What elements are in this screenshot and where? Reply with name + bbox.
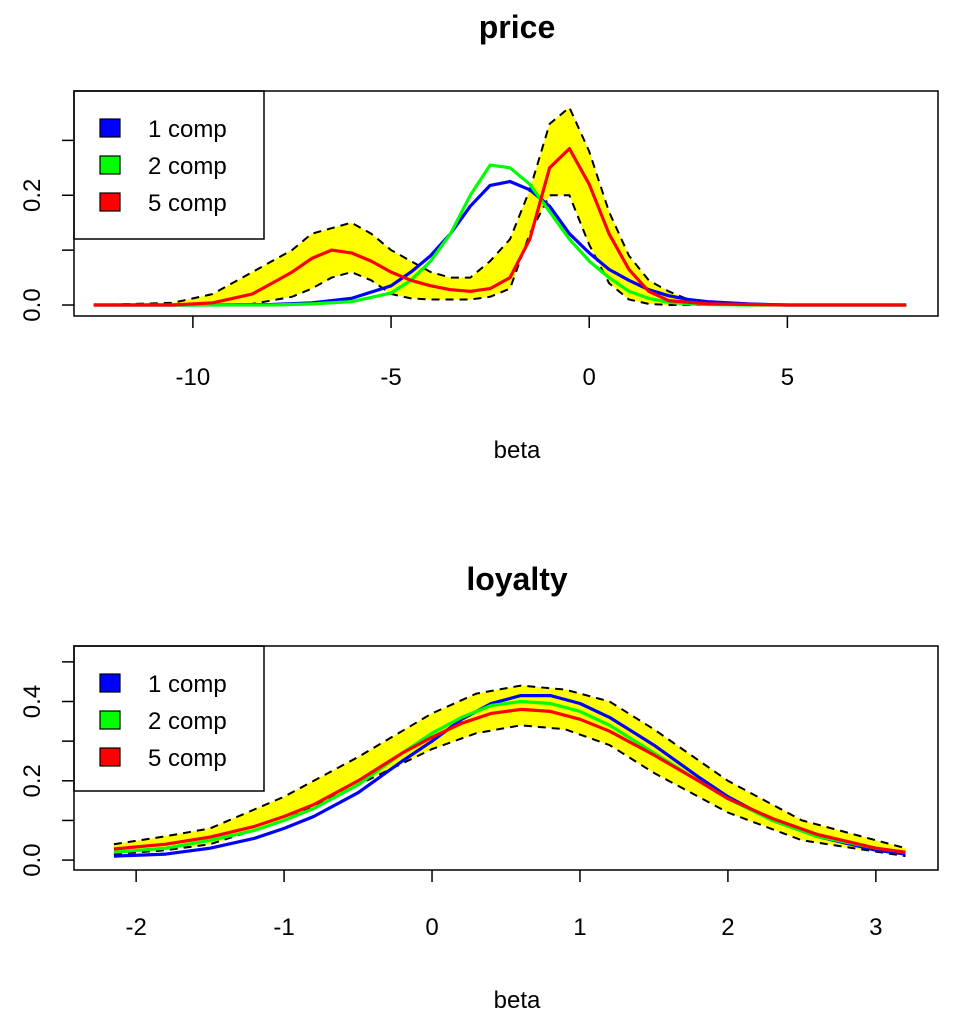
series-line-1-comp [93,179,907,307]
x-tick-label: 5 [781,364,794,391]
legend-label: 5 comp [148,190,227,217]
legend-swatch [99,118,121,138]
x-tick-label: 1 [573,914,586,941]
band-lower-bound [93,194,907,306]
x-tick-label: -10 [176,364,211,391]
legend-swatch [99,747,121,767]
x-axis-label: beta [494,987,541,1014]
legend-swatch [99,673,121,693]
plot-frame [73,645,939,871]
legend-swatch [99,155,121,175]
legend-label: 1 comp [148,116,227,143]
x-tick-label: 2 [721,914,734,941]
legend: 1 comp 2 comp 5 comp [73,645,265,792]
confidence-band [93,107,907,305]
band-upper-bound [93,105,907,306]
price-panel: price beta 1 comp 2 comp 5 comp -10 -5 0 5 0.0 0… [19,9,939,464]
x-tick-label: -2 [125,914,146,941]
y-tick-label: 0.2 [19,179,46,212]
chart-title: loyalty [466,561,568,597]
x-axis-label: beta [494,437,541,464]
series-line-5-comp [93,147,907,307]
legend-label: 2 comp [148,153,227,180]
chart-title: price [479,9,555,45]
y-tick-label: 0.4 [19,685,46,718]
y-tick-label: 0.2 [19,764,46,797]
plot-frame [73,90,939,317]
band-lower-bound [113,724,906,858]
legend: 1 comp 2 comp 5 comp [73,90,265,240]
legend-swatch [99,192,121,212]
legend-swatch [99,710,121,730]
legend-label: 5 comp [148,745,227,772]
legend-label: 2 comp [148,708,227,735]
y-tick-label: 0.0 [19,843,46,876]
series-line-5-comp [113,707,906,854]
legend-label: 1 comp [148,671,227,698]
band-upper-bound [113,684,906,850]
x-tick-label: -5 [380,364,401,391]
series-line-2-comp [93,163,907,307]
x-tick-label: 3 [869,914,882,941]
x-tick-label: 0 [583,364,596,391]
x-tick-label: 0 [425,914,438,941]
x-tick-label: -1 [273,914,294,941]
loyalty-panel: loyalty beta 1 comp 2 comp 5 comp -2 -1 0 1 2 3 0… [19,561,939,1014]
y-tick-label: 0.0 [19,288,46,321]
